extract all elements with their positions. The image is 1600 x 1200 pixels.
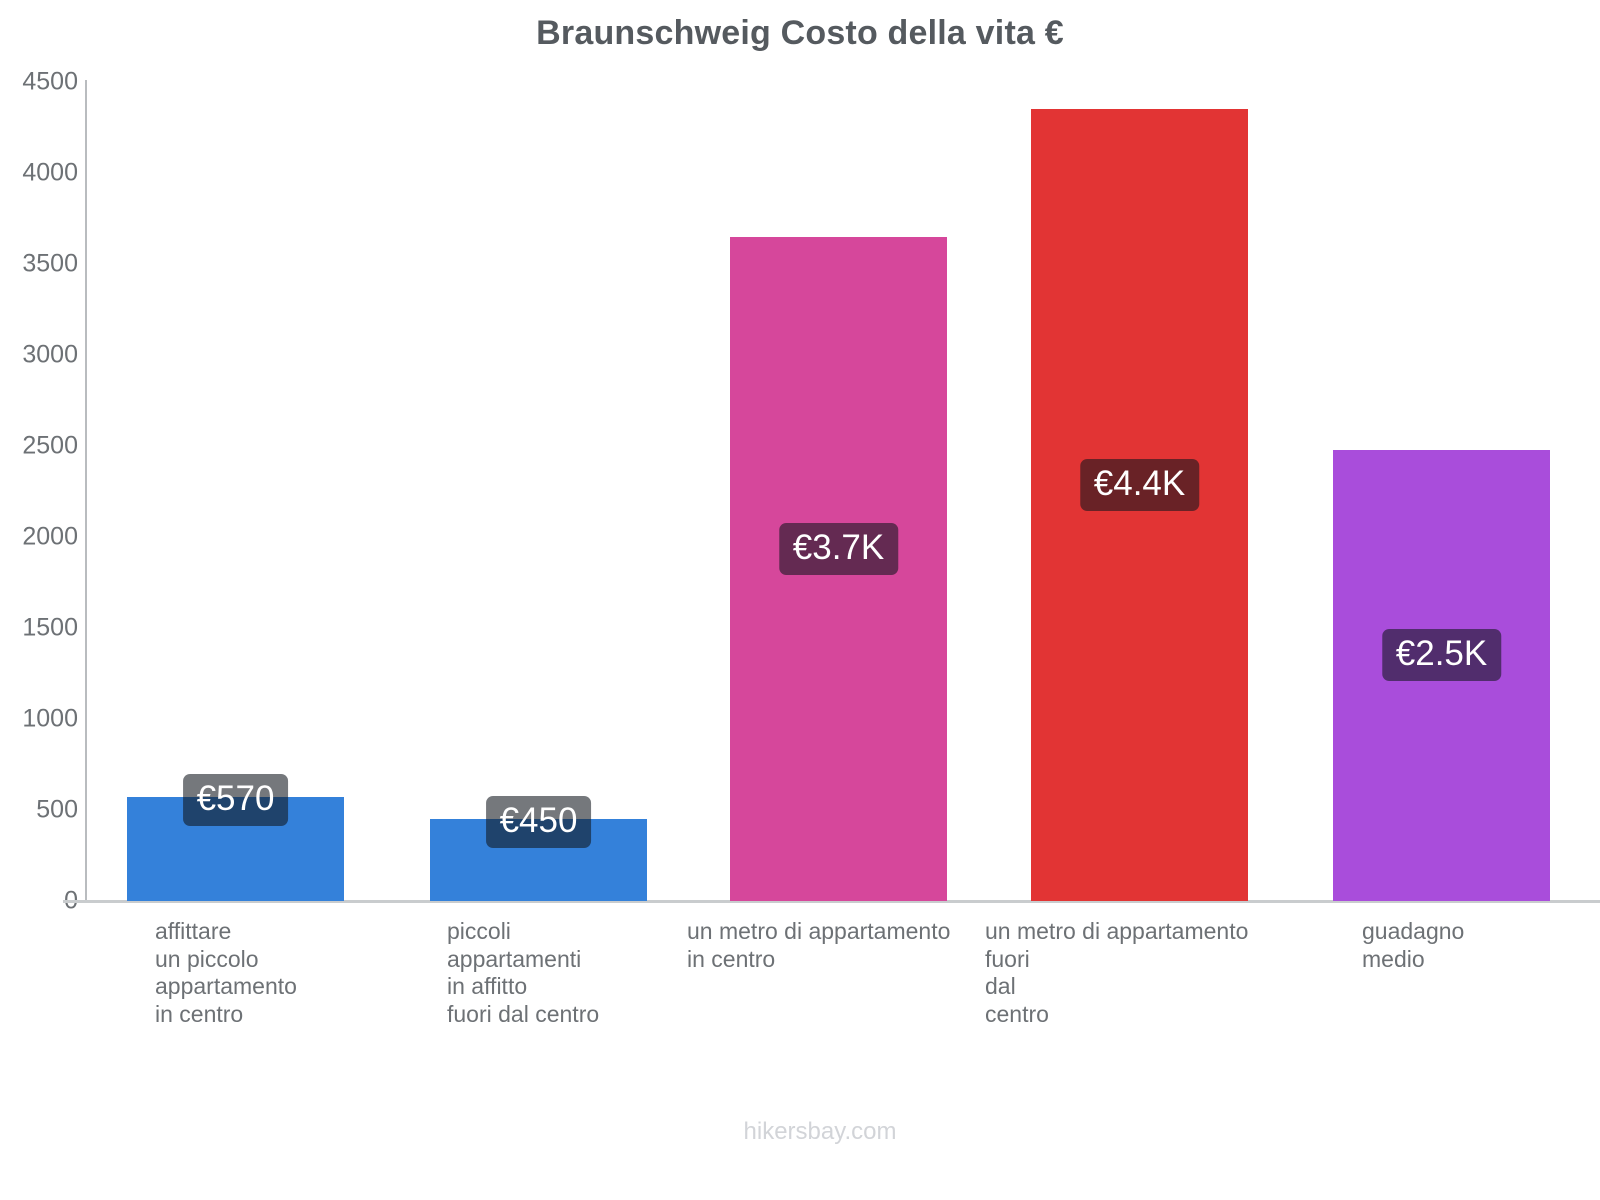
y-tick-label-4500: 4500 bbox=[22, 67, 78, 96]
y-tick-label-500: 500 bbox=[36, 795, 78, 824]
bar-value-badge-1: €450 bbox=[485, 796, 592, 849]
y-tick-label-3000: 3000 bbox=[22, 340, 78, 369]
y-tick-label-2500: 2500 bbox=[22, 431, 78, 460]
bar-value-badge-0: €570 bbox=[182, 774, 289, 827]
chart-title: Braunschweig Costo della vita € bbox=[536, 14, 1064, 52]
x-label-0: affittare un piccolo appartamento in cen… bbox=[155, 918, 297, 1027]
x-label-3: un metro di appartamento fuori dal centr… bbox=[985, 918, 1249, 1027]
x-axis-category-labels: affittare un piccolo appartamento in cen… bbox=[0, 918, 1600, 1078]
y-axis-tick-labels: 050010001500200025003000350040004500 bbox=[0, 0, 86, 1200]
bar-value-badge-3: €4.4K bbox=[1079, 459, 1200, 512]
x-label-4: guadagno medio bbox=[1362, 918, 1465, 972]
y-tick-label-1500: 1500 bbox=[22, 613, 78, 642]
bar-value-badge-4: €2.5K bbox=[1381, 629, 1502, 682]
y-tick-label-1000: 1000 bbox=[22, 704, 78, 733]
x-label-1: piccoli appartamenti in affitto fuori da… bbox=[447, 918, 600, 1027]
watermark-hikersbay: hikersbay.com bbox=[743, 1118, 897, 1145]
y-axis-line bbox=[85, 80, 87, 902]
bars-layer: €570 €450 €3.7K €4.4K €2.5K bbox=[127, 109, 1550, 901]
x-label-2: un metro di appartamento in centro bbox=[687, 918, 951, 972]
y-tick-label-3500: 3500 bbox=[22, 249, 78, 278]
y-tick-label-4000: 4000 bbox=[22, 158, 78, 187]
y-tick-label-2000: 2000 bbox=[22, 522, 78, 551]
x-axis-baseline bbox=[63, 900, 1600, 903]
bar-value-badge-2: €3.7K bbox=[778, 522, 899, 575]
